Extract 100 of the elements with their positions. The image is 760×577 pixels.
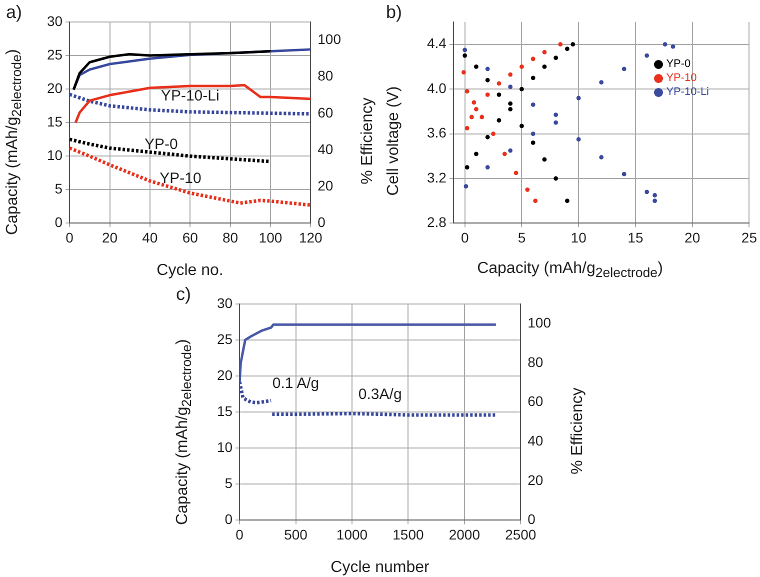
y-tick-label: 15 [46,113,63,130]
point [599,80,604,85]
x-tick-label: 5 [518,229,526,246]
point [554,176,558,181]
point [576,96,581,100]
chart-title: c) [176,284,191,305]
y2-tick-label: 100 [528,314,552,331]
y-tick-label: 5 [54,180,63,197]
point [485,66,490,72]
x-tick-label: 2000 [448,526,480,542]
y-tick-label: 10 [46,146,63,163]
x-tick-label: 80 [222,229,238,246]
point [530,132,536,136]
point [464,126,470,130]
y2-tick-label: 40 [318,140,334,157]
point [530,102,536,107]
point [485,78,490,82]
point [670,44,676,49]
y2-tick-label: 80 [528,354,544,370]
annotation: 0.1 A/g [272,375,320,392]
point [565,198,570,204]
point [520,86,524,92]
x-axis-title: Cycle number [330,559,430,577]
point [485,165,490,170]
y-axis-title: Cell voltage (V) [385,86,403,196]
y-tick-label: 20 [46,80,63,96]
legend-label: YP-10 [666,72,697,84]
point [496,81,502,86]
point [533,198,538,204]
x-tick-label: 100 [258,229,282,246]
point [464,89,470,94]
y2-axis-title: % Efficiency [359,98,377,184]
point [599,155,604,160]
point [496,92,502,97]
y2-tick-label: 40 [528,432,544,448]
point [462,70,466,74]
point [508,106,513,112]
x-tick-label: 1000 [336,526,368,542]
point [530,56,536,62]
x-tick-label: 15 [628,229,644,246]
point [622,66,626,72]
point [502,152,507,156]
point [576,137,581,142]
point [662,42,668,47]
point [652,193,657,198]
legend-label: YP-10-Li [666,86,709,98]
x-tick-label: 10 [570,229,587,246]
point [464,165,470,170]
chart-title: a) [6,2,22,23]
point [520,124,524,128]
annotation: YP-0 [144,136,178,153]
point [469,114,474,120]
y2-tick-label: 20 [318,177,334,194]
legend-label: YP-0 [666,58,691,70]
y2-tick-label: 20 [528,472,544,488]
point [462,53,468,58]
x-tick-label: 0 [460,229,469,246]
x-tick-label: 20 [684,229,700,246]
x-axis-title: Cycle no. [156,262,224,280]
point [554,112,558,117]
chart-title: b) [386,2,402,23]
y-tick-label: 4.4 [426,35,447,52]
x-tick-label: 2500 [505,526,536,542]
annotation: YP-10-Li [160,88,220,105]
point [480,114,484,120]
point [570,42,576,47]
y2-tick-label: 60 [318,104,334,120]
point [525,187,530,192]
point [530,140,536,145]
y2-tick-label: 0 [318,214,326,230]
point [554,120,558,125]
x-tick-label: 1500 [392,526,424,542]
y2-tick-label: 60 [528,393,544,410]
y-tick-label: 5 [224,475,233,492]
x-tick-label: 40 [142,229,158,246]
point [508,148,513,153]
y-tick-label: 30 [216,294,233,311]
point [520,64,524,69]
x-tick-label: 25 [741,229,758,246]
y-tick-label: 20 [216,366,233,383]
point [485,134,490,140]
point [565,46,570,52]
y-tick-label: 3.6 [426,124,447,141]
point [508,101,513,106]
x-axis-title: Capacity (mAh/g$_{2electrode}$) [476,260,664,280]
point [514,170,518,176]
point [472,100,476,105]
point [644,53,650,58]
point [474,152,478,156]
point [474,106,478,112]
point [496,118,502,123]
point [558,42,563,47]
y-tick-label: 0 [224,511,233,528]
y-tick-label: 30 [46,12,63,29]
point [542,50,547,54]
point [542,64,547,69]
point [474,64,478,69]
x-tick-label: 0 [236,526,244,542]
annotation: 0.3A/g [358,386,402,403]
annotation: YP-10 [160,170,202,188]
